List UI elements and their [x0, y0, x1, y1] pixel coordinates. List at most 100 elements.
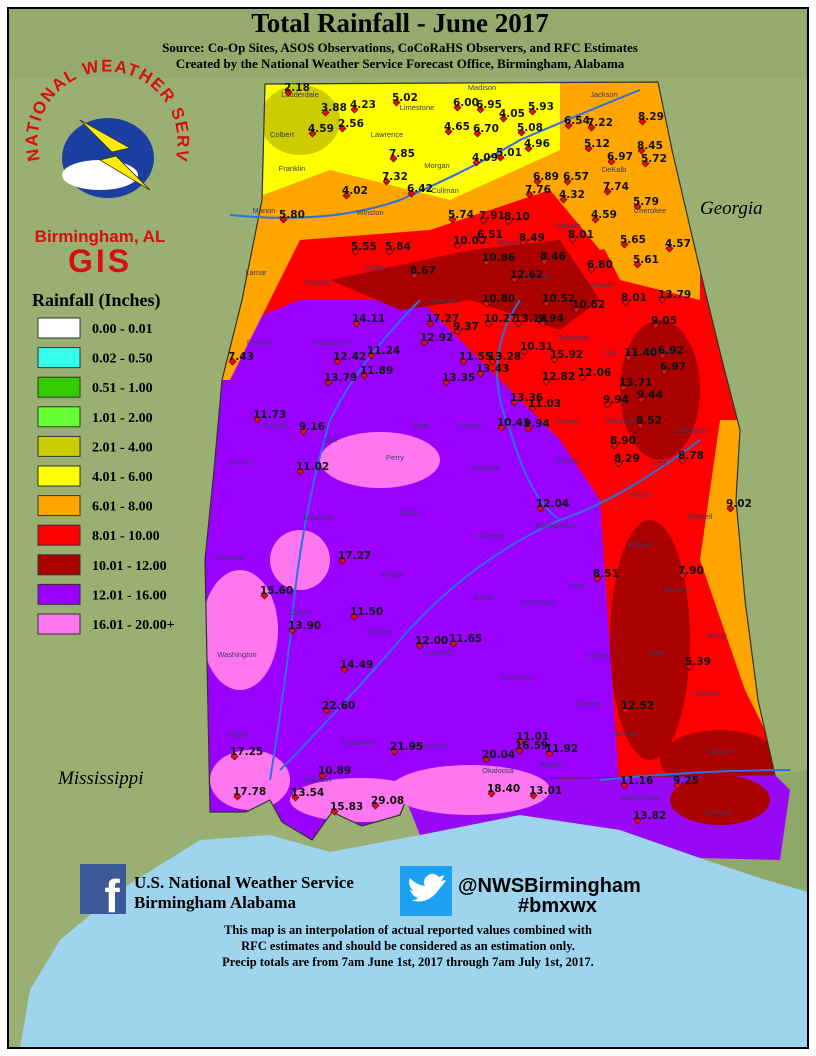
station-marker [371, 801, 380, 810]
station-value: 6.70 [473, 123, 499, 135]
station-marker [228, 357, 237, 366]
station-marker [407, 189, 416, 198]
station-value: 4.05 [499, 108, 525, 120]
legend-title: Rainfall (Inches) [32, 290, 161, 311]
county-name: Walker [364, 263, 388, 272]
station-value: 12.06 [578, 367, 611, 379]
station-value: 17.25 [230, 746, 263, 758]
county-name: Morgan [424, 161, 449, 170]
legend-swatch [37, 435, 81, 457]
station-value: 5.84 [385, 241, 411, 253]
station-marker [593, 574, 602, 583]
twitter-handle: @NWSBirmingham [458, 875, 641, 897]
station-marker [382, 177, 391, 186]
station-value: 12.52 [621, 700, 654, 712]
station-value: 5.72 [641, 153, 667, 165]
station-value: 3.88 [321, 102, 347, 114]
station-value: 10.89 [318, 765, 351, 777]
station-value: 11.02 [296, 461, 329, 473]
county-name: Clay [602, 348, 617, 357]
station-marker [651, 321, 660, 330]
county-name: Santa Rosa [408, 741, 448, 750]
station-value: 2.18 [284, 82, 310, 94]
station-value: 5.55 [351, 241, 377, 253]
station-value: 4.57 [665, 238, 691, 250]
zone [670, 775, 770, 825]
station-value: 8.90 [610, 435, 636, 447]
station-marker [641, 159, 650, 168]
station-value: 29.08 [371, 795, 404, 807]
note-line: Precip totals are from 7am June 1st, 201… [222, 955, 594, 969]
station-marker [542, 377, 551, 386]
station-marker [545, 749, 554, 758]
station-marker [459, 357, 468, 366]
station-value: 7.91 [479, 210, 505, 222]
station-value: 5.79 [633, 196, 659, 208]
station-value: 4.09 [472, 152, 498, 164]
county-name: Wilcox [381, 570, 403, 579]
station-marker [516, 737, 525, 746]
station-marker [296, 467, 305, 476]
legend-swatch [37, 406, 81, 428]
station-value: 13.28 [488, 351, 521, 363]
station-value: 9.94 [538, 313, 564, 325]
station-value: 5.12 [584, 138, 610, 150]
station-value: 10.41 [497, 417, 530, 429]
county-name: Pike [571, 581, 586, 590]
station-marker [333, 357, 342, 366]
station-value: 13.71 [619, 377, 652, 389]
county-name: Russell [688, 512, 713, 521]
station-value: 10.86 [482, 252, 515, 264]
station-marker [260, 591, 269, 600]
station-marker [621, 706, 630, 715]
station-value: 12.42 [333, 351, 366, 363]
station-value: 13.35 [442, 372, 475, 384]
county-name: Walton [539, 760, 562, 769]
legend-label: 2.01 - 4.00 [92, 440, 153, 455]
florida-fill [390, 765, 790, 860]
zone [390, 765, 550, 815]
county-name: Jefferson [428, 296, 459, 305]
county-name: Perry [386, 453, 404, 462]
station-value: 6.57 [563, 171, 589, 183]
station-value: 15.83 [330, 801, 363, 813]
station-value: 8.67 [410, 265, 436, 277]
facebook-sub: Birmingham Alabama [134, 893, 296, 912]
station-marker [673, 781, 682, 790]
station-value: 6.42 [407, 183, 433, 195]
station-marker [678, 571, 687, 580]
county-name: Bibb [412, 421, 427, 430]
station-value: 8.78 [678, 450, 704, 462]
station-value: 11.55 [459, 351, 492, 363]
station-marker [473, 129, 482, 138]
station-value: 11.65 [449, 633, 482, 645]
county-name: Okaloosa [482, 766, 515, 775]
station-value: 9.94 [603, 394, 629, 406]
station-marker [279, 215, 288, 224]
station-value: 10.31 [520, 341, 553, 353]
station-marker [519, 238, 528, 247]
station-marker [497, 423, 506, 432]
station-marker [620, 240, 629, 249]
station-value: 5.02 [392, 92, 418, 104]
legend-swatch [37, 583, 81, 605]
county-name: Jackson [590, 90, 618, 99]
station-value: 4.59 [308, 123, 334, 135]
county-name: Elmore [555, 456, 579, 465]
state-name: Mississippi [57, 768, 144, 789]
station-value: 14.11 [352, 313, 385, 325]
station-marker [633, 260, 642, 269]
county-name: Washington [217, 650, 256, 659]
county-name: Limestone [400, 103, 435, 112]
station-marker [619, 383, 628, 392]
station-value: 5.01 [496, 147, 522, 159]
county-name: Talladega [557, 333, 590, 342]
station-value: 6.80 [587, 259, 613, 271]
credit: Created by the National Weather Service … [176, 56, 625, 71]
station-marker [621, 298, 630, 307]
station-value: 5.74 [448, 209, 474, 221]
station-marker [587, 123, 596, 132]
station-value: 22.60 [322, 700, 355, 712]
county-name: Butler [474, 593, 494, 602]
station-marker [637, 146, 646, 155]
